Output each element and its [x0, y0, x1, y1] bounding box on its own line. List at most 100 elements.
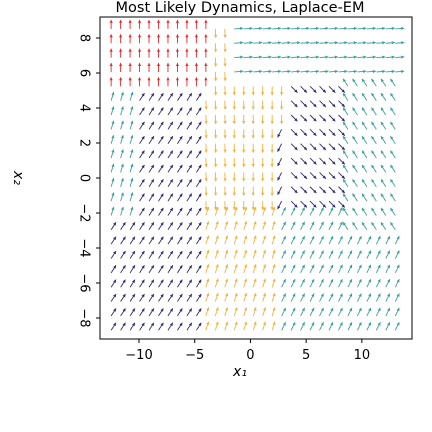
quiver-arrowhead-268	[301, 207, 305, 211]
quiver-arrowhead-478	[232, 121, 236, 124]
quiver-arrowhead-569	[214, 77, 218, 81]
quiver-arrowhead-177	[320, 250, 324, 254]
quiver-arrows	[109, 19, 405, 331]
quiver-arrowhead-641	[315, 41, 320, 45]
quiver-arrowhead-319	[198, 179, 202, 183]
quiver-arrowhead-118	[349, 279, 353, 283]
quiver-arrowhead-627	[175, 34, 180, 38]
quiver-arrowhead-675	[344, 26, 348, 31]
quiver-arrowhead-15	[253, 321, 257, 326]
quiver-arrowhead-147	[330, 264, 334, 269]
quiver-arrowhead-158	[141, 250, 145, 255]
quiver-arrowhead-364	[332, 175, 336, 179]
quiver-arrowhead-280	[120, 192, 124, 196]
quiver-arrowhead-533	[166, 77, 170, 81]
quiver-arrowhead-458	[341, 132, 345, 136]
quiver-arrowhead-263	[253, 206, 257, 211]
quiver-arrowhead-110	[272, 278, 276, 282]
quiver-arrowhead-36	[160, 308, 164, 312]
quiver-arrowhead-508	[223, 106, 227, 110]
quiver-arrowhead-432	[380, 136, 384, 140]
quiver-arrowhead-23	[330, 322, 334, 326]
quiver-arrowhead-146	[320, 264, 324, 269]
quiver-arrowhead-179	[339, 250, 343, 254]
quiver-arrowhead-129	[160, 265, 164, 269]
quiver-arrowhead-204	[282, 236, 286, 240]
quiver-arrowhead-465	[111, 106, 115, 110]
quiver-arrowhead-12	[225, 321, 229, 326]
quiver-arrowhead-350	[198, 164, 202, 169]
quiver-arrowhead-417	[242, 149, 246, 153]
quiver-arrowhead-0	[113, 322, 117, 327]
quiver-arrowhead-284	[160, 193, 164, 197]
quiver-arrowhead-290	[214, 207, 218, 211]
quiver-arrowhead-391	[294, 161, 298, 165]
quiver-arrowhead-102	[198, 279, 202, 284]
quiver-arrowhead-537	[204, 77, 208, 81]
quiver-arrowhead-279	[111, 192, 115, 196]
quiver-arrowhead-208	[320, 236, 324, 240]
quiver-arrowhead-510	[242, 106, 246, 110]
quiver-arrowhead-631	[214, 49, 218, 53]
quiver-arrowhead-311	[120, 178, 124, 182]
quiver-arrowhead-455	[313, 132, 317, 136]
quiver-arrowhead-84	[320, 293, 324, 297]
quiver-arrowhead-429	[352, 136, 356, 140]
quiver-arrowhead-647	[372, 41, 376, 45]
quiver-arrowhead-226	[198, 222, 202, 226]
quiver-arrowhead-337	[361, 179, 365, 183]
quiver-arrowhead-300	[313, 204, 317, 208]
quiver-arrowhead-212	[358, 236, 362, 240]
quiver-arrowhead-625	[156, 34, 161, 38]
quiver-arrowhead-433	[390, 136, 394, 140]
quiver-arrowhead-568	[204, 62, 208, 66]
quiver-arrowhead-365	[341, 175, 345, 179]
quiver-arrowhead-264	[262, 206, 267, 211]
quiver-arrowhead-383	[214, 163, 218, 168]
quiver-arrowhead-571	[240, 69, 244, 74]
quiver-arrowhead-188	[132, 236, 135, 240]
quiver-arrowhead-443	[198, 121, 202, 126]
quiver-arrowhead-418	[251, 149, 255, 153]
quiver-arrowhead-629	[194, 34, 198, 38]
quiver-arrowhead-545	[280, 92, 284, 96]
quiver-arrowhead-202	[262, 235, 267, 239]
quiver-arrowhead-126	[132, 265, 135, 269]
quiver-arrowhead-294	[251, 207, 255, 211]
y-tick-label: 0	[77, 174, 92, 182]
quiver-arrowhead-431	[371, 136, 375, 140]
quiver-arrowhead-532	[156, 77, 161, 81]
quiver-arrowhead-547	[303, 89, 307, 93]
quiver-arrowhead-395	[332, 161, 336, 165]
quiver-arrowhead-148	[339, 264, 343, 269]
quiver-arrowhead-412	[198, 136, 202, 140]
quiver-arrowhead-283	[150, 193, 154, 197]
quiver-arrowhead-450	[261, 135, 265, 139]
quiver-arrowhead-520	[341, 103, 345, 108]
quiver-arrowhead-305	[352, 193, 356, 197]
quiver-arrowhead-527	[109, 77, 113, 81]
quiver-arrowhead-578	[306, 69, 310, 74]
quiver-arrowhead-445	[214, 135, 218, 139]
quiver-arrowhead-673	[325, 26, 329, 31]
quiver-arrowhead-10	[206, 321, 210, 326]
quiver-arrowhead-298	[294, 204, 298, 208]
quiver-arrowhead-114	[311, 279, 315, 283]
quiver-arrowhead-11	[215, 321, 219, 326]
quiver-arrowhead-428	[343, 136, 347, 140]
quiver-arrowhead-618	[391, 55, 395, 59]
quiver-arrowhead-57	[358, 307, 362, 312]
quiver-arrowhead-617	[382, 55, 386, 59]
quiver-arrowhead-265	[272, 206, 276, 211]
quiver-arrowhead-288	[198, 193, 202, 197]
x-tick-label: 0	[246, 348, 254, 363]
quiver-arrowhead-297	[277, 205, 281, 210]
quiver-arrowhead-70	[188, 293, 192, 298]
quiver-arrowhead-91	[387, 293, 390, 297]
quiver-arrowhead-449	[251, 135, 255, 139]
quiver-arrowhead-368	[361, 164, 365, 169]
quiver-arrowhead-471	[169, 107, 173, 111]
quiver-arrowhead-608	[296, 55, 301, 59]
quiver-arrowhead-135	[215, 264, 219, 268]
quiver-arrowhead-157	[132, 250, 135, 255]
